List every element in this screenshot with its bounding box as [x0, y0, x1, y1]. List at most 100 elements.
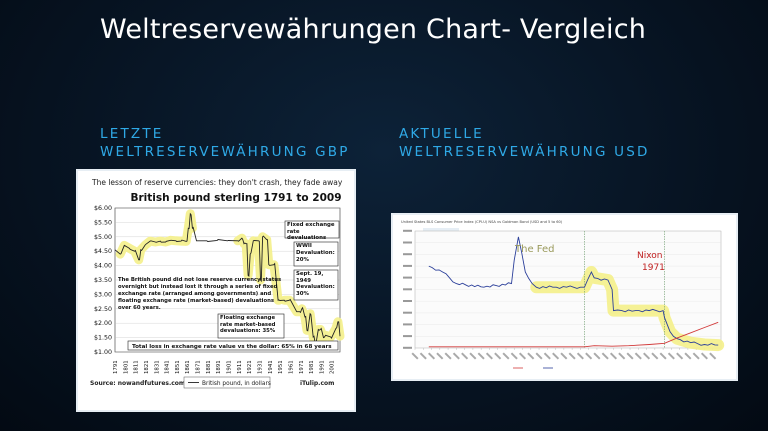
usd-header-text: United States BLS Consumer Price Index (… — [401, 220, 563, 224]
gbp-x-tick: 1951 — [278, 360, 284, 374]
usd-x-tick — [601, 352, 609, 360]
gbp-legend: British pound, in dollars — [183, 376, 271, 389]
usd-x-tick — [626, 352, 634, 360]
usd-x-tick — [444, 352, 452, 360]
gbp-x-tick: 1911 — [237, 360, 243, 374]
usd-y-tick — [403, 311, 412, 314]
gbp-x-tick: 1791 — [113, 360, 119, 374]
gbp-legend-label: British pound, in dollars — [202, 381, 271, 387]
right-heading-line1: AKTUELLE — [399, 126, 484, 142]
usd-x-tick — [709, 352, 717, 360]
gbp-annotation-wwii-text: WWII Devaluation: 20% — [296, 243, 335, 263]
gbp-annotation-total-text: Total loss in exchange rate value vs the… — [132, 344, 332, 350]
usd-y-tick — [403, 229, 412, 232]
usd-chart: United States BLS Consumer Price Index (… — [401, 220, 725, 369]
gbp-caption: The lesson of reserve currencies: they d… — [91, 178, 343, 187]
usd-x-tick — [452, 352, 460, 360]
usd-y-tick — [403, 241, 412, 244]
gbp-y-axis: $6.00 $5.50 $5.00 $4.50 $4.00 $3.50 $3.00 $2.50… — [94, 205, 112, 356]
gbp-annotation-wwii: WWII Devaluation: 20% — [293, 241, 339, 267]
usd-x-tick — [461, 352, 469, 360]
gbp-annotation-fixed-text: Fixed exchange rate devaluations — [287, 222, 335, 239]
gbp-x-tick: 1811 — [134, 360, 140, 374]
gbp-y-tick: $5.50 — [94, 219, 112, 226]
gbp-chart: The lesson of reserve currencies: they d… — [90, 178, 345, 389]
usd-x-tick — [527, 352, 535, 360]
usd-x-tick — [477, 352, 485, 360]
usd-x-tick — [535, 352, 543, 360]
gbp-series-line — [114, 212, 341, 344]
gbp-x-tick: 1981 — [309, 360, 315, 374]
gbp-x-tick: 1961 — [288, 360, 294, 374]
usd-x-tick — [651, 352, 659, 360]
usd-series-b — [428, 321, 719, 348]
left-heading: LETZTE WELTRESERVEWÄHRUNG GBP — [100, 125, 350, 161]
usd-x-tick — [494, 352, 502, 360]
usd-x-tick — [634, 352, 642, 360]
gbp-x-tick: 1991 — [319, 360, 325, 374]
usd-x-tick — [502, 352, 510, 360]
gbp-y-tick: $5.00 — [94, 234, 112, 241]
gbp-y-tick: $4.00 — [94, 263, 112, 270]
usd-x-tick — [676, 352, 684, 360]
gbp-x-tick: 1801 — [123, 360, 129, 374]
usd-chart-panel: United States BLS Consumer Price Index (… — [393, 215, 736, 379]
usd-y-tick — [403, 346, 412, 349]
usd-x-axis — [411, 352, 717, 360]
usd-x-tick — [593, 352, 601, 360]
usd-y-axis — [403, 229, 412, 349]
usd-x-tick — [618, 352, 626, 360]
gbp-annotation-sept: Sept. 19, 1949 Devaluation: 30% — [293, 269, 339, 301]
gbp-source: Source: nowandfutures.com — [90, 380, 185, 387]
usd-x-tick — [585, 352, 593, 360]
usd-x-tick — [436, 352, 444, 360]
gbp-y-tick: $6.00 — [94, 205, 112, 212]
gbp-x-tick: 1861 — [185, 360, 191, 374]
gbp-y-tick: $1.50 — [94, 335, 112, 342]
gbp-annotation-total: Total loss in exchange rate value vs the… — [127, 340, 339, 351]
usd-x-tick — [518, 352, 527, 360]
usd-x-tick — [552, 352, 560, 360]
gbp-x-tick: 1891 — [216, 360, 222, 374]
usd-x-tick — [510, 352, 518, 360]
usd-x-tick — [419, 352, 427, 360]
gbp-x-tick: 1841 — [165, 360, 171, 374]
gbp-x-tick: 1831 — [154, 360, 160, 374]
gbp-chart-panel: The lesson of reserve currencies: they d… — [78, 171, 354, 410]
usd-x-tick — [543, 352, 551, 360]
gbp-y-tick: $3.00 — [94, 291, 112, 298]
usd-series-a — [428, 236, 719, 346]
gbp-annotation-sept-text: Sept. 19, 1949 Devaluation: 30% — [296, 271, 335, 297]
usd-y-tick — [403, 323, 412, 326]
usd-y-tick — [403, 253, 412, 256]
gbp-annotation-body-text: The British pound did not lose reserve c… — [118, 277, 282, 311]
gbp-y-tick: $4.50 — [94, 248, 112, 255]
gbp-x-tick: 1901 — [227, 360, 233, 374]
gbp-x-tick: 1851 — [175, 360, 181, 374]
usd-x-tick — [428, 352, 436, 360]
usd-x-tick — [609, 352, 618, 360]
gbp-x-tick: 2001 — [330, 360, 336, 374]
usd-y-tick — [403, 288, 412, 291]
usd-x-tick — [692, 352, 700, 360]
gbp-x-tick: 1881 — [206, 360, 212, 374]
gbp-y-tick: $1.00 — [94, 349, 112, 356]
gbp-x-tick: 1921 — [247, 360, 253, 374]
gbp-annotation-floating: Floating exchange rate market-based deva… — [217, 313, 285, 339]
usd-y-tick — [403, 276, 412, 279]
usd-year-label: 1971 — [642, 263, 665, 273]
gbp-annotation-floating-text: Floating exchange rate market-based deva… — [220, 315, 276, 335]
gbp-credit: iTulip.com — [300, 380, 334, 387]
usd-x-tick — [667, 352, 675, 360]
usd-x-tick — [411, 352, 419, 360]
left-heading-line1: LETZTE — [100, 126, 164, 142]
gbp-annotation-body: The British pound did not lose reserve c… — [118, 277, 282, 311]
right-heading-line2: WELTRESERVEWÄHRUNG USD — [399, 144, 650, 160]
gbp-y-tick: $2.50 — [94, 306, 112, 313]
usd-x-tick — [643, 352, 651, 360]
usd-x-tick — [700, 352, 708, 360]
gbp-y-tick: $3.50 — [94, 277, 112, 284]
usd-y-tick — [403, 335, 412, 338]
usd-fed-label: The Fed — [514, 244, 554, 255]
gbp-x-tick: 1941 — [268, 360, 274, 374]
